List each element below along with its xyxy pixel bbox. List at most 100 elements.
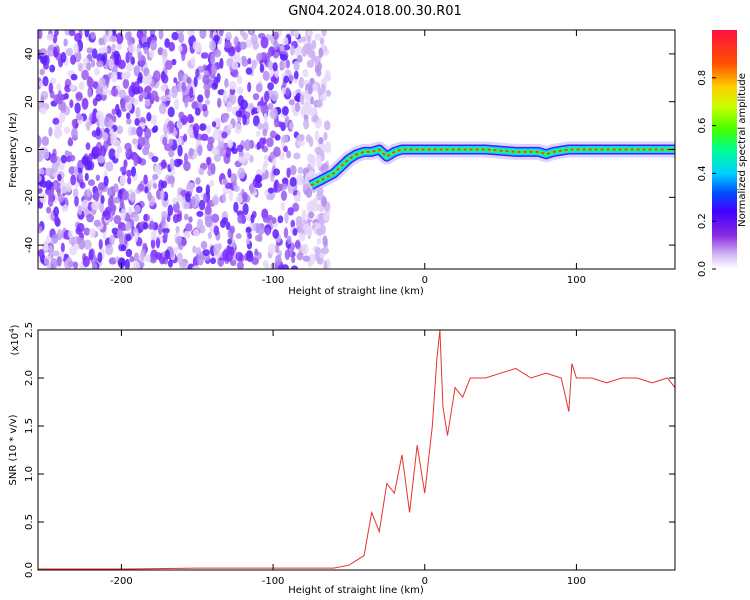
noise-speck xyxy=(211,64,218,75)
noise-speck xyxy=(126,234,132,241)
noise-speck xyxy=(244,139,251,151)
noise-speck xyxy=(170,158,174,170)
noise-speck xyxy=(263,160,268,168)
noise-speck xyxy=(179,261,187,268)
noise-speck xyxy=(109,36,117,42)
noise-speck xyxy=(156,237,160,248)
noise-speck xyxy=(281,190,287,201)
noise-speck xyxy=(217,73,221,83)
noise-speck xyxy=(316,228,323,236)
noise-speck xyxy=(183,161,191,171)
noise-speck xyxy=(206,157,211,166)
noise-speck xyxy=(212,147,219,155)
noise-speck xyxy=(49,65,55,73)
noise-speck xyxy=(284,227,288,238)
noise-speck xyxy=(306,201,313,213)
noise-speck xyxy=(178,73,183,82)
noise-speck xyxy=(96,174,100,180)
noise-speck xyxy=(178,33,184,44)
noise-speck xyxy=(61,243,65,253)
noise-speck xyxy=(241,56,246,63)
noise-speck xyxy=(120,175,127,184)
noise-speck xyxy=(214,225,219,235)
noise-speck xyxy=(74,196,79,207)
noise-speck xyxy=(289,122,294,130)
noise-speck xyxy=(53,181,57,190)
noise-speck xyxy=(201,241,208,250)
noise-speck xyxy=(225,147,231,158)
noise-speck xyxy=(272,229,279,239)
noise-speck xyxy=(119,89,126,98)
noise-speck xyxy=(77,236,81,244)
noise-speck xyxy=(227,238,232,244)
noise-speck xyxy=(125,101,132,111)
noise-speck xyxy=(264,91,269,102)
noise-speck xyxy=(105,244,113,255)
noise-speck xyxy=(303,183,308,190)
noise-speck xyxy=(195,108,201,116)
noise-speck xyxy=(318,48,323,58)
noise-speck xyxy=(294,61,299,71)
noise-speck xyxy=(86,62,91,71)
noise-speck xyxy=(52,234,59,244)
noise-speck xyxy=(137,30,144,39)
noise-speck xyxy=(185,223,192,232)
noise-speck xyxy=(40,181,48,188)
noise-speck xyxy=(233,202,238,213)
snr-ytick-label: 0.0 xyxy=(24,562,35,578)
noise-speck xyxy=(175,226,179,234)
noise-speck xyxy=(325,70,330,80)
noise-speck xyxy=(246,227,252,233)
noise-speck xyxy=(257,123,263,130)
noise-speck xyxy=(259,137,265,149)
noise-speck xyxy=(91,201,98,211)
noise-speck xyxy=(273,40,278,51)
noise-speck xyxy=(322,235,327,246)
noise-speck xyxy=(307,60,314,68)
noise-speck xyxy=(49,245,53,256)
noise-speck xyxy=(84,26,89,38)
noise-speck xyxy=(279,184,283,192)
noise-speck xyxy=(270,76,276,82)
noise-speck xyxy=(154,164,161,173)
noise-speck xyxy=(89,228,96,238)
noise-speck xyxy=(296,174,303,186)
noise-speck xyxy=(39,107,47,114)
noise-speck xyxy=(323,132,327,141)
noise-speck xyxy=(165,249,170,259)
noise-speck xyxy=(224,78,228,88)
noise-speck xyxy=(201,134,209,141)
noise-speck xyxy=(137,183,144,191)
noise-speck xyxy=(212,121,216,127)
noise-speck xyxy=(210,53,215,65)
noise-speck xyxy=(153,125,158,132)
noise-speck xyxy=(144,47,149,55)
noise-speck xyxy=(237,214,244,224)
noise-speck xyxy=(295,239,301,249)
noise-speck xyxy=(193,41,201,51)
noise-speck xyxy=(219,25,224,36)
noise-speck xyxy=(196,211,203,217)
noise-speck xyxy=(196,186,203,193)
noise-speck xyxy=(189,87,193,98)
noise-speck xyxy=(48,127,52,137)
noise-speck xyxy=(126,118,132,124)
noise-speck xyxy=(177,213,182,222)
noise-speck xyxy=(197,94,203,102)
noise-speck xyxy=(57,188,61,197)
noise-speck xyxy=(159,103,167,114)
noise-speck xyxy=(75,92,82,102)
noise-speck xyxy=(50,155,58,163)
noise-speck xyxy=(174,246,178,253)
noise-speck xyxy=(185,192,191,203)
noise-speck xyxy=(202,75,210,85)
noise-speck xyxy=(82,98,89,110)
noise-speck xyxy=(68,230,73,239)
colorbar-tick-label: 0.0 xyxy=(697,261,708,277)
noise-speck xyxy=(107,187,111,196)
noise-speck xyxy=(261,37,269,49)
noise-speck xyxy=(189,182,195,188)
noise-speck xyxy=(294,71,299,80)
noise-speck xyxy=(237,75,242,85)
noise-speck xyxy=(208,232,212,240)
